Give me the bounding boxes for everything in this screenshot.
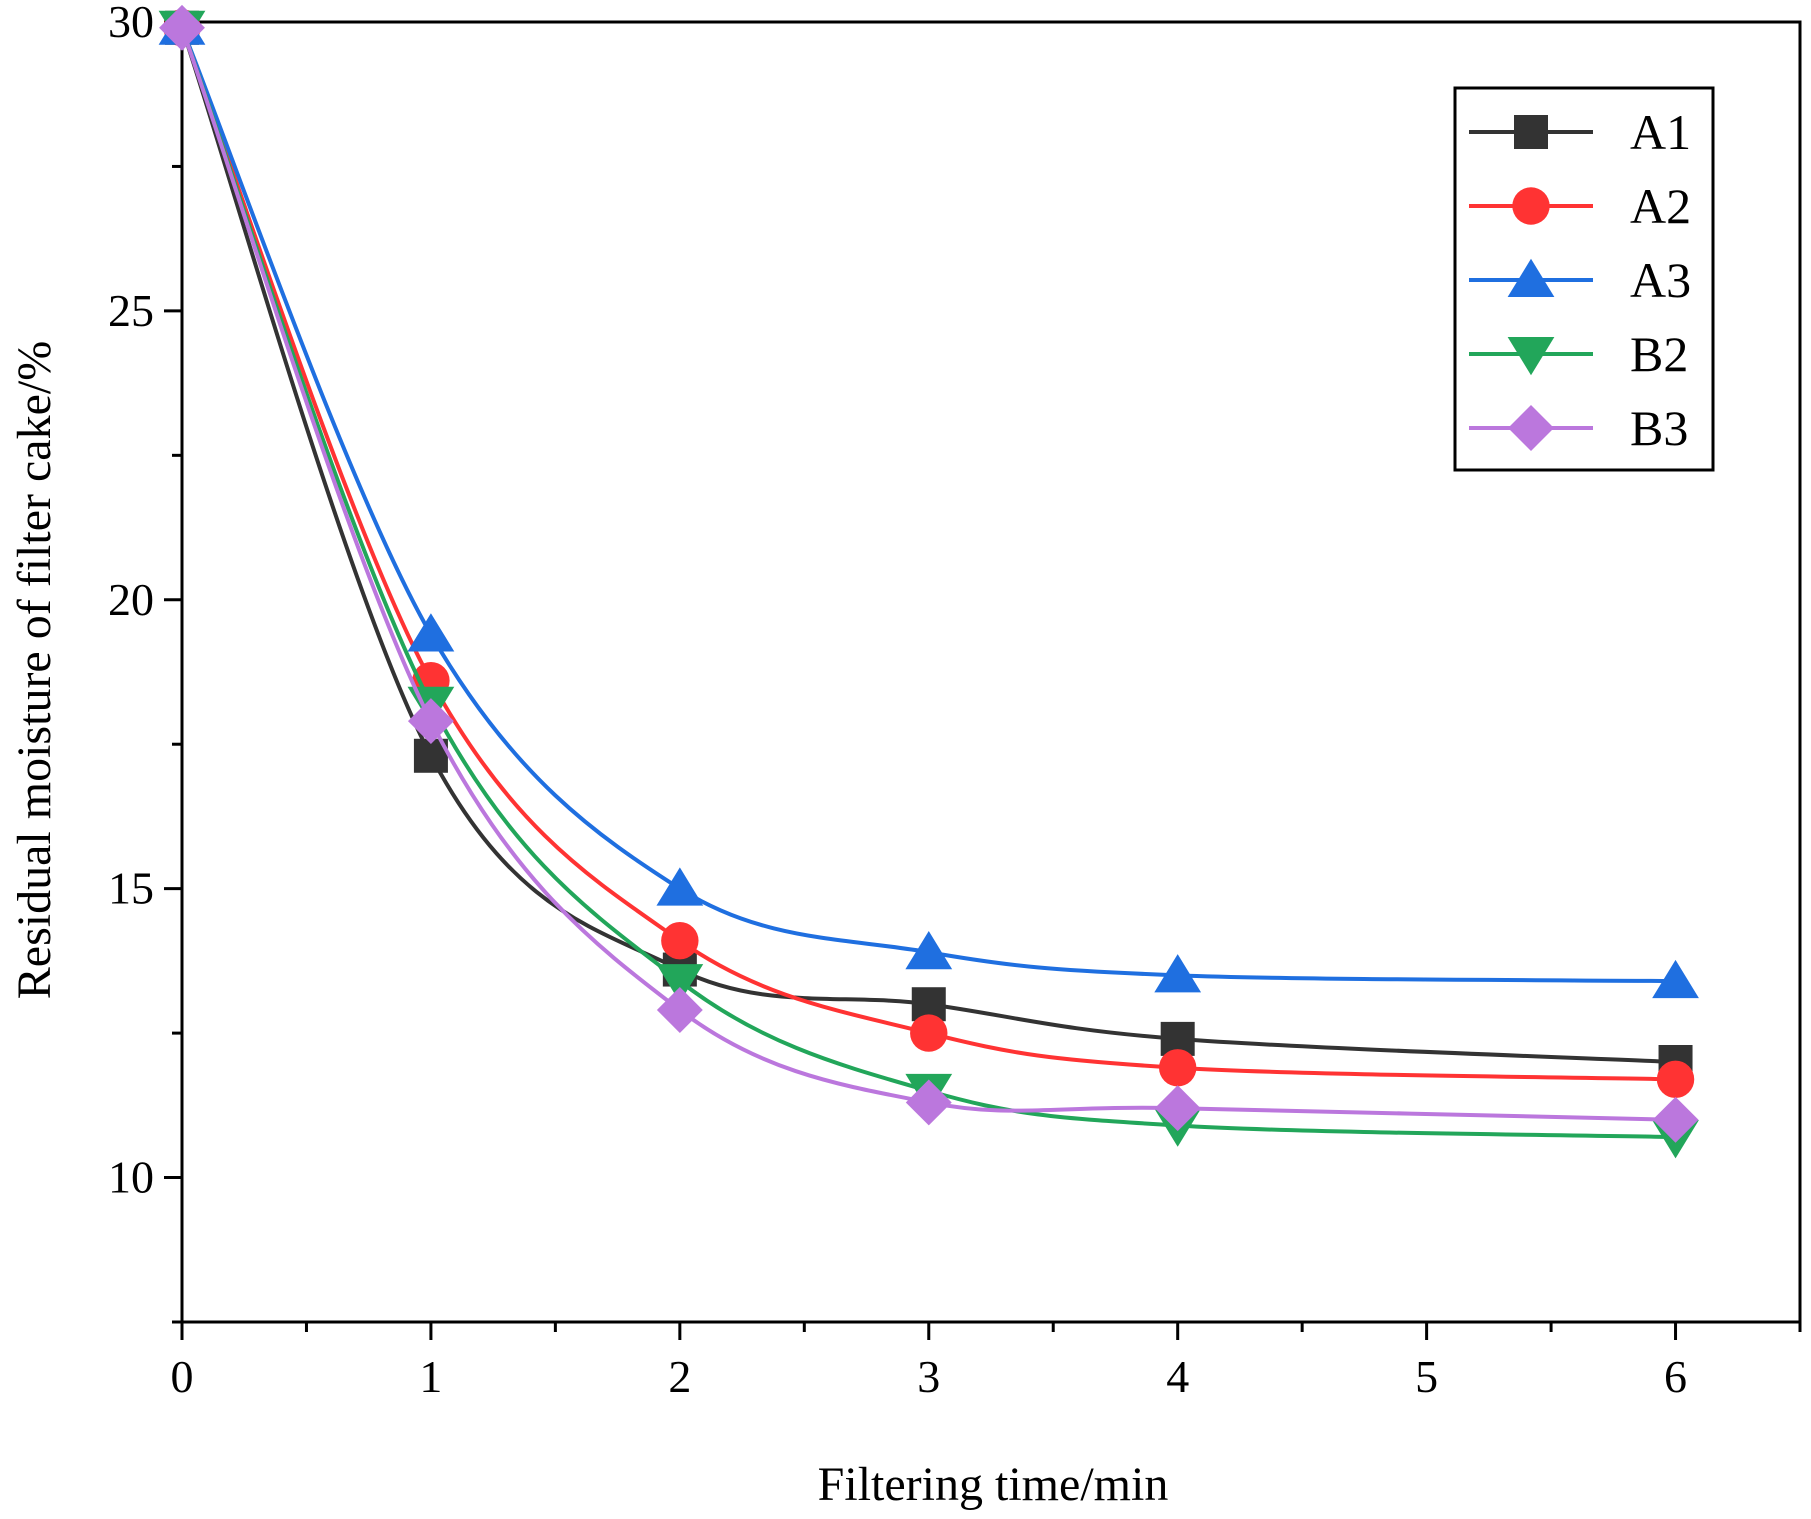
- y-axis-title: Residual moisture of filter cake/%: [8, 341, 61, 999]
- x-tick-label: 2: [668, 1351, 691, 1402]
- legend-item-a3: A3: [1469, 252, 1691, 308]
- legend-item-a1: A1: [1469, 104, 1691, 160]
- data-point-a2: [1158, 1049, 1197, 1087]
- legend-marker-a2: [1512, 187, 1550, 225]
- data-point-a2: [1656, 1060, 1695, 1099]
- data-point-a3: [656, 867, 704, 906]
- data-point-b3: [656, 987, 703, 1033]
- data-point-a2: [661, 921, 699, 960]
- series-line-a2: [180, 27, 1676, 1082]
- x-tick-label: 4: [1166, 1351, 1189, 1402]
- y-tick-label: 30: [108, 0, 154, 47]
- plot-frame: [180, 20, 1802, 1324]
- data-point-b3: [1154, 1085, 1201, 1132]
- series-line-b3: [180, 27, 1676, 1122]
- y-tick-label: 10: [108, 1152, 154, 1203]
- data-point-a3: [1154, 954, 1202, 993]
- y-tick-label: 15: [108, 863, 154, 914]
- legend-label-a1: A1: [1630, 104, 1691, 160]
- series-line-b2: [180, 27, 1676, 1140]
- legend-marker-b2: [1507, 337, 1555, 376]
- legend-item-a2: A2: [1469, 178, 1691, 234]
- x-axis-title: Filtering time/min: [818, 1458, 1169, 1511]
- series-layer: [158, 4, 1699, 1159]
- series-b3: [159, 4, 1699, 1143]
- data-point-b3: [159, 4, 205, 51]
- data-point-b3: [407, 698, 454, 745]
- data-point-a3: [1652, 959, 1699, 999]
- series-line-a3: [180, 27, 1676, 984]
- y-tick-label: 25: [108, 285, 154, 336]
- data-point-a3: [407, 613, 455, 652]
- x-tick-label: 1: [419, 1351, 442, 1402]
- legend: A1 A2 A3 B2 B3: [1453, 86, 1715, 472]
- x-tick-label: 3: [917, 1351, 940, 1402]
- y-tick-label: 20: [108, 574, 154, 625]
- data-point-a3: [905, 930, 953, 970]
- data-point-b3: [905, 1079, 952, 1126]
- legend-label-b3: B3: [1630, 400, 1688, 456]
- legend-label-b2: B2: [1630, 326, 1688, 382]
- x-tick-label: 5: [1415, 1351, 1438, 1402]
- legend-marker-a1: [1514, 115, 1548, 149]
- legend-marker-a3: [1507, 258, 1555, 297]
- legend-marker-b3: [1508, 405, 1554, 451]
- data-point-b3: [1652, 1096, 1699, 1143]
- axes-layer: 0 1 2 3 4 5 6 10 15 20 25 30: [108, 0, 1802, 1402]
- legend-label-a2: A2: [1630, 178, 1691, 234]
- data-point-a2: [910, 1014, 948, 1052]
- x-tick-label: 6: [1664, 1351, 1687, 1402]
- legend-label-a3: A3: [1630, 252, 1691, 308]
- legend-item-b3: B3: [1469, 400, 1688, 456]
- x-tick-label: 0: [171, 1351, 194, 1402]
- series-line-a1: [180, 27, 1676, 1064]
- data-point-b2: [656, 964, 704, 1003]
- legend-item-b2: B2: [1469, 326, 1688, 382]
